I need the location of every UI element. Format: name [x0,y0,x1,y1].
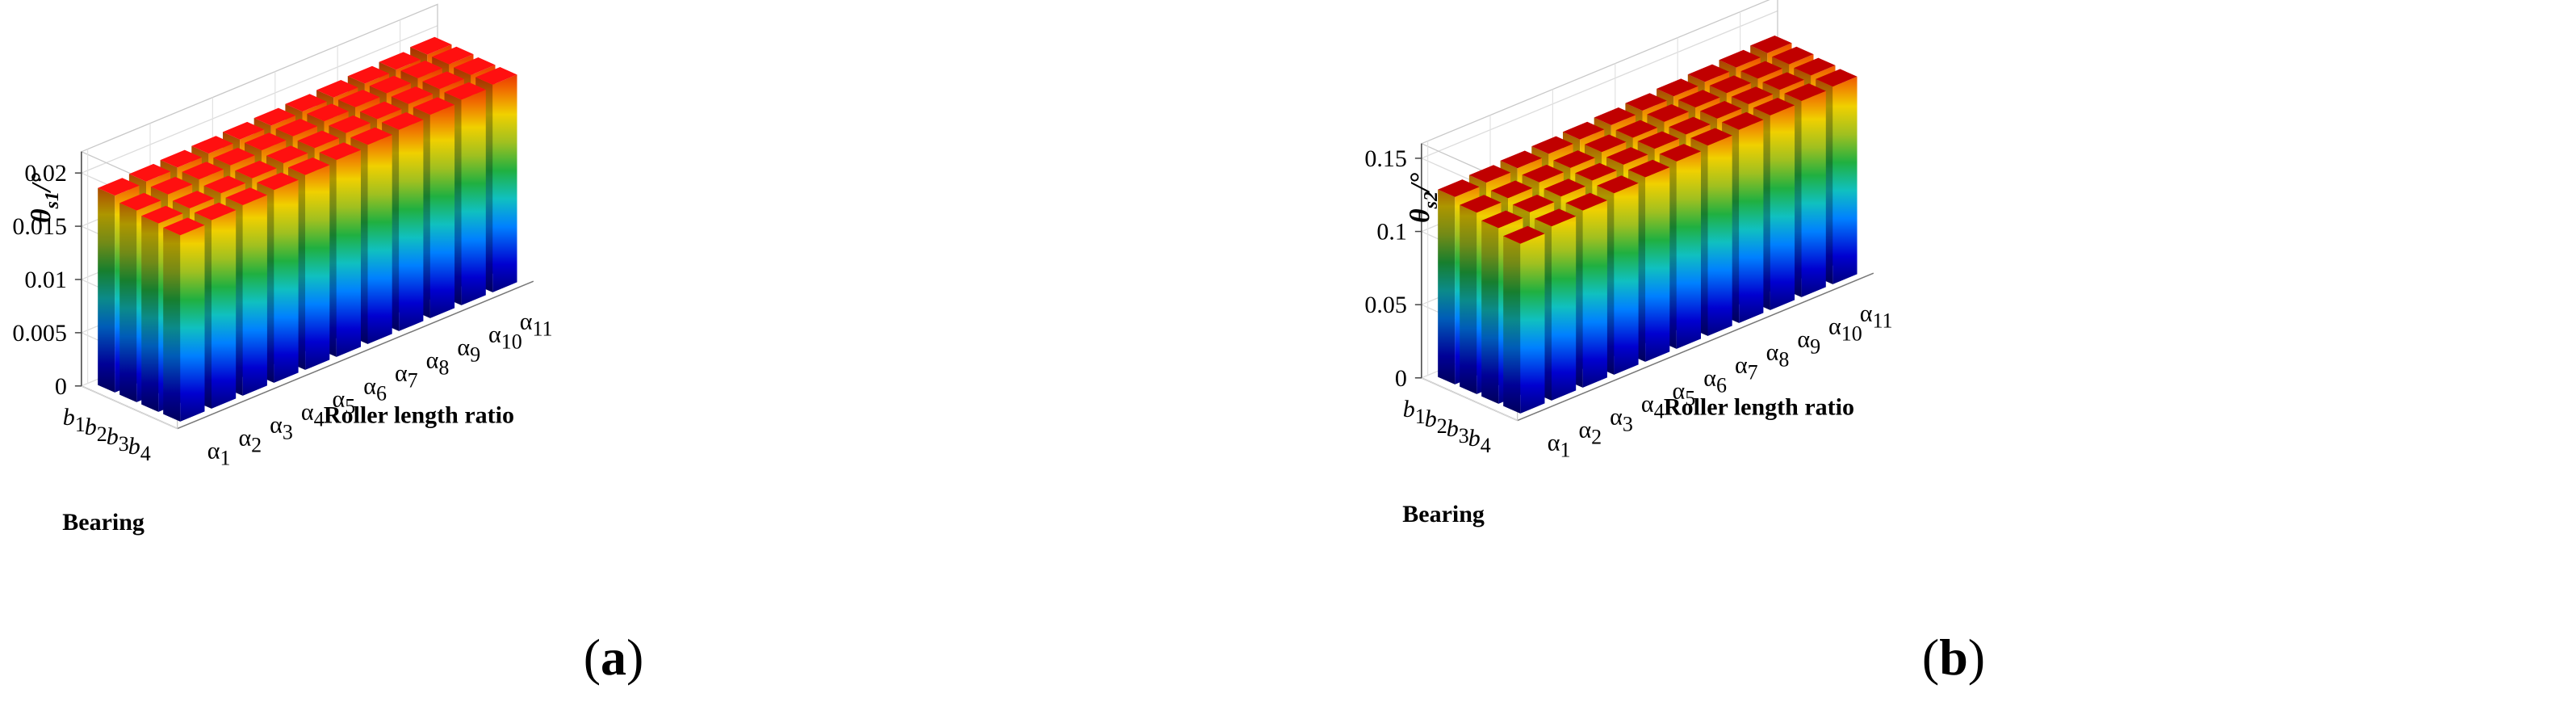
alpha-tick-label: α6 [363,372,387,405]
alpha-tick-label: α3 [270,411,293,443]
y-tick-label: 0.005 [12,320,67,347]
bearing-tick-label: b1 [1403,396,1426,428]
alpha-tick-label: α8 [426,347,450,379]
bearing-tick-label: b2 [1425,406,1447,438]
y-axis-label: θs1/° [27,173,63,223]
bearing-tick-label: b3 [107,423,129,456]
alpha-tick-label: α11 [520,308,553,340]
y-tick-label: 0.015 [12,213,67,240]
alpha-tick-label: α1 [1548,429,1571,461]
y-tick-label: 0.1 [1376,219,1407,246]
y-tick-label: 0 [55,373,67,400]
alpha-tick-label: α4 [1641,390,1665,422]
bar [163,217,205,422]
bars [98,36,517,422]
alpha-tick-label: α8 [1766,338,1790,371]
alpha-tick-label: α7 [395,359,418,392]
alpha-tick-label: α5 [1673,377,1696,410]
panel-label: (b) [1922,628,1985,686]
y-tick-label: 0.05 [1364,292,1407,318]
z-axis-label: Bearing [62,509,145,536]
bearing-tick-label: b1 [63,404,86,436]
bearing-tick-label: b4 [128,433,151,465]
bar [1503,225,1545,414]
bearing-tick-label: b3 [1447,415,1469,448]
y-axis-label: θs2/° [1405,173,1442,223]
alpha-tick-label: α7 [1735,351,1758,384]
bars [1438,36,1858,414]
alpha-tick-label: α6 [1703,364,1727,397]
z-axis-label: Bearing [1402,501,1485,527]
y-tick-label: 0.01 [24,267,67,293]
alpha-tick-label: α11 [1860,300,1893,332]
y-tick-label: 0 [1395,365,1407,392]
alpha-tick-label: α9 [457,334,480,366]
y-tick-label: 0.02 [24,160,67,187]
alpha-tick-label: α3 [1610,403,1633,435]
bearing-tick-label: b4 [1468,425,1491,457]
alpha-tick-label: α2 [238,424,262,456]
alpha-tick-label: α10 [488,321,522,353]
alpha-tick-label: α1 [207,437,231,469]
bearing-tick-label: b2 [85,414,107,446]
alpha-tick-label: α5 [333,385,356,418]
alpha-tick-label: α9 [1797,326,1820,358]
alpha-tick-label: α10 [1828,313,1862,345]
panel-label: (a) [584,628,644,686]
alpha-tick-label: α4 [301,398,325,431]
y-tick-label: 0.15 [1364,145,1407,172]
alpha-tick-label: α2 [1578,416,1602,448]
x-axis-label: Roller length ratio [1664,393,1854,420]
x-axis-label: Roller length ratio [324,401,514,428]
